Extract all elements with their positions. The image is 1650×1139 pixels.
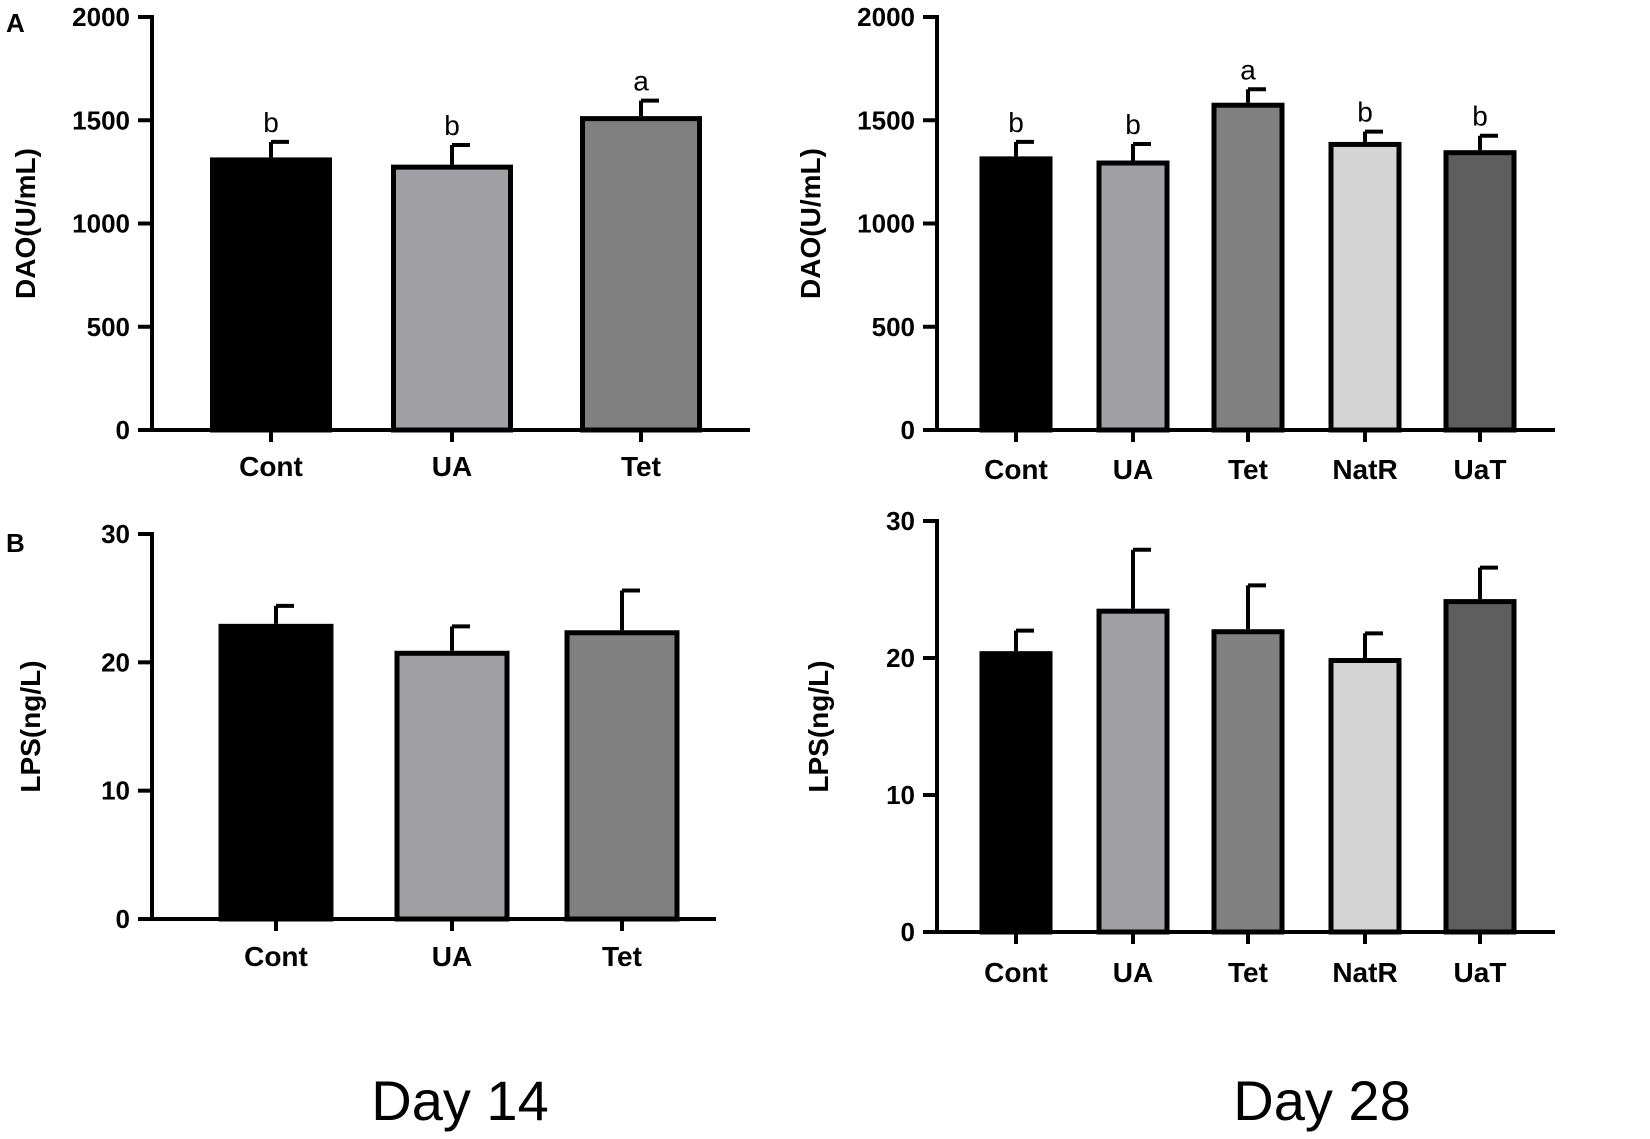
day-14-label: Day 14 [371, 1069, 548, 1132]
y-tick-label: 1500 [72, 105, 130, 135]
x-tick-label-ua: UA [432, 941, 472, 972]
bar-tet [580, 116, 702, 433]
bar-tet [564, 630, 680, 922]
y-tick-label: 0 [901, 415, 915, 445]
error-bar-ua [450, 143, 470, 165]
error-bar-natr [1363, 631, 1383, 658]
error-bar-uat [1478, 565, 1498, 600]
bar-ua [1096, 608, 1170, 935]
x-tick-label-natr: NatR [1332, 454, 1397, 485]
y-tick-label: 0 [116, 904, 130, 934]
y-tick-label: 30 [101, 519, 130, 549]
error-bar-cont [1014, 139, 1034, 157]
bar-cont [210, 157, 332, 433]
x-tick-label-ua: UA [432, 451, 472, 482]
y-tick-label: 10 [101, 776, 130, 806]
y-tick-label: 20 [886, 643, 915, 673]
y-tick-label: 2000 [857, 2, 915, 32]
error-bar-ua [1131, 141, 1151, 161]
dao-day14-chart: b Cont b UA a Tet 0 500 1000 1500 2000 DAO(U/mL) [10, 2, 750, 482]
x-tick-label-tet: Tet [1228, 454, 1268, 485]
y-tick-label: 1000 [72, 209, 130, 239]
error-bar-ua [1131, 547, 1151, 609]
bar-uat [1443, 599, 1517, 935]
y-tick-label: 1500 [857, 105, 915, 135]
bar-ua [1096, 160, 1170, 433]
significance-label-ua: b [444, 110, 460, 141]
x-tick-label-cont: Cont [984, 454, 1048, 485]
significance-label-tet: a [1240, 54, 1256, 85]
error-bar-cont [274, 603, 294, 624]
error-bar-tet [1246, 87, 1266, 103]
error-bar-natr [1363, 129, 1383, 142]
bar-ua [394, 650, 510, 922]
panel-letter-a: A [6, 8, 25, 38]
y-tick-label: 1000 [857, 209, 915, 239]
error-bar-tet [1246, 583, 1266, 630]
bar-uat [1443, 150, 1517, 433]
bar-ua [391, 164, 513, 433]
y-tick-label: 0 [116, 415, 130, 445]
bar-cont [218, 623, 334, 922]
x-tick-label-uat: UaT [1454, 454, 1507, 485]
x-tick-label-cont: Cont [244, 941, 308, 972]
y-axis-label: DAO(U/mL) [10, 148, 41, 299]
y-tick-label: 10 [886, 780, 915, 810]
x-tick-label-uat: UaT [1454, 957, 1507, 988]
x-tick-label-ua: UA [1113, 454, 1153, 485]
y-tick-label: 500 [87, 312, 130, 342]
bar-tet [1211, 629, 1285, 935]
lps-day28-chart: Cont UA Tet NatR UaT 0 10 20 30 LPS(ng/L) [803, 506, 1555, 988]
day-28-label: Day 28 [1233, 1069, 1410, 1132]
bar-cont [979, 156, 1053, 433]
y-axis-label: DAO(U/mL) [795, 148, 826, 299]
y-tick-label: 2000 [72, 2, 130, 32]
error-bar-ua [450, 624, 470, 651]
error-bar-tet [620, 588, 640, 631]
bar-natr [1328, 141, 1402, 433]
y-tick-label: 30 [886, 506, 915, 536]
significance-label-cont: b [1008, 107, 1024, 138]
y-tick-label: 20 [101, 647, 130, 677]
x-tick-label-cont: Cont [984, 957, 1048, 988]
bar-natr [1328, 658, 1402, 935]
x-tick-label-tet: Tet [621, 451, 661, 482]
bar-cont [979, 651, 1053, 935]
significance-label-uat: b [1472, 101, 1488, 132]
lps-day14-chart: Cont UA Tet 0 10 20 30 LPS(ng/L) [15, 519, 716, 972]
x-tick-label-tet: Tet [1228, 957, 1268, 988]
x-tick-label-tet: Tet [602, 941, 642, 972]
y-tick-label: 0 [901, 917, 915, 947]
panel-letter-b: B [6, 528, 25, 558]
y-axis-label: LPS(ng/L) [15, 660, 46, 792]
error-bar-uat [1478, 133, 1498, 151]
significance-label-ua: b [1125, 109, 1141, 140]
bar-tet [1211, 102, 1285, 433]
error-bar-cont [269, 139, 289, 158]
significance-label-natr: b [1357, 97, 1373, 128]
y-axis-label: LPS(ng/L) [803, 660, 834, 792]
x-tick-label-natr: NatR [1332, 957, 1397, 988]
x-tick-label-cont: Cont [239, 451, 303, 482]
error-bar-tet [639, 98, 659, 117]
dao-day28-chart: b Cont b UA a Tet b NatR b UaT 0 500 1000 1500 2000 DAO… [795, 2, 1555, 485]
x-tick-label-ua: UA [1113, 957, 1153, 988]
y-tick-label: 500 [872, 312, 915, 342]
significance-label-cont: b [263, 107, 279, 138]
significance-label-tet: a [633, 66, 649, 97]
error-bar-cont [1014, 628, 1034, 652]
